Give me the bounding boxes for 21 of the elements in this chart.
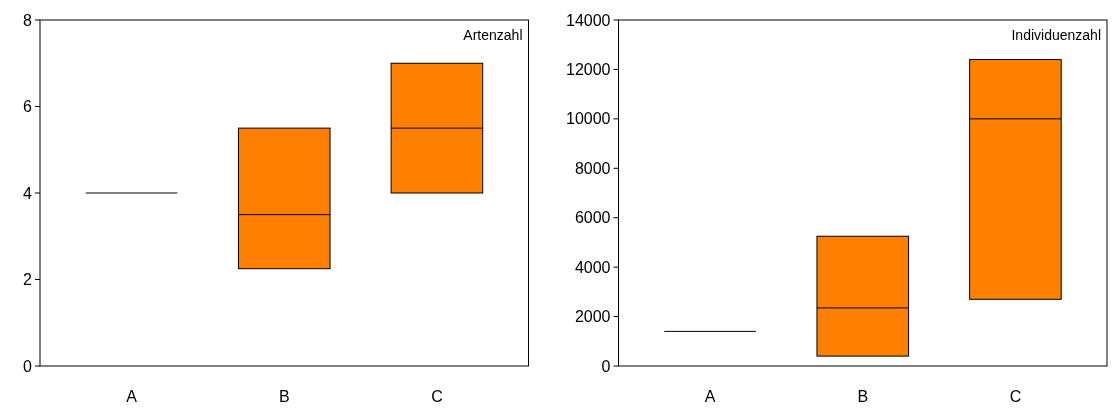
x-tick-label: C (431, 388, 443, 405)
y-tick-label: 8 (23, 11, 33, 29)
x-tick-label: C (1009, 388, 1022, 405)
y-tick-label: 6 (23, 98, 33, 116)
text: Artenzahl (463, 27, 523, 43)
x-tick-label: B (857, 388, 869, 405)
x-tick-label: A (126, 388, 138, 405)
x-tick-label: B (278, 388, 290, 405)
y-tick-label: 6000 (574, 209, 611, 227)
y-tick-label: 4 (23, 184, 33, 202)
x-tick-label: A (704, 388, 716, 405)
y-tick-label: 8000 (574, 159, 611, 177)
y-tick-label: 12000 (566, 61, 611, 79)
y-tick-label: 14000 (566, 11, 611, 29)
y-tick-label: 10000 (566, 110, 611, 128)
y-tick-label: 2000 (574, 308, 611, 326)
y-tick-label: 0 (23, 357, 33, 375)
y-tick-label: 0 (601, 357, 611, 375)
y-tick-label: 2 (23, 271, 33, 289)
y-tick-label: 4000 (574, 258, 611, 276)
text: Individuenzahl (1011, 27, 1101, 43)
